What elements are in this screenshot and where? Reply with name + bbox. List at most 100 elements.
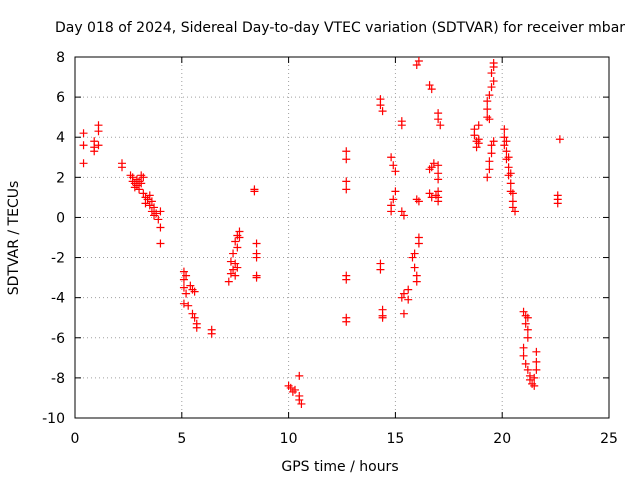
- data-point-plus: [500, 133, 509, 142]
- data-point-plus: [410, 263, 419, 272]
- data-point-plus: [184, 301, 193, 310]
- data-point-plus: [412, 277, 421, 286]
- x-tick-label: 0: [71, 431, 80, 447]
- data-point-plus: [132, 181, 141, 190]
- data-point-plus: [342, 147, 351, 156]
- y-tick-label: -2: [51, 251, 65, 267]
- x-axis-title: GPS time / hours: [281, 459, 398, 475]
- grid-lines: [75, 57, 609, 418]
- data-point-plus: [143, 195, 152, 204]
- data-point-plus: [487, 69, 496, 78]
- data-point-plus: [141, 199, 150, 208]
- data-point-plus: [489, 59, 498, 68]
- data-point-plus: [523, 313, 532, 322]
- data-point-plus: [504, 171, 513, 180]
- data-point-plus: [528, 379, 537, 388]
- data-point-plus: [342, 155, 351, 164]
- y-tick-label: -8: [51, 371, 65, 387]
- data-point-plus: [156, 223, 165, 232]
- y-tick-label: -4: [51, 291, 65, 307]
- y-tick-label: 8: [56, 50, 65, 66]
- data-point-plus: [226, 257, 235, 266]
- data-point-plus: [79, 129, 88, 138]
- data-point-plus: [150, 211, 159, 220]
- data-point-plus: [472, 143, 481, 152]
- data-point-plus: [207, 329, 216, 338]
- data-point-plus: [79, 159, 88, 168]
- data-point-plus: [474, 139, 483, 148]
- y-tick-label: -6: [51, 331, 65, 347]
- y-tick-label: 0: [56, 210, 65, 226]
- data-point-plus: [523, 333, 532, 342]
- data-point-plus: [182, 289, 191, 298]
- data-point-plus: [532, 365, 541, 374]
- data-point-plus: [235, 227, 244, 236]
- data-point-plus: [511, 207, 520, 216]
- data-point-plus: [188, 309, 197, 318]
- data-point-plus: [252, 253, 261, 262]
- data-point-plus: [231, 271, 240, 280]
- data-point-plus: [412, 61, 421, 70]
- data-point-plus: [485, 91, 494, 100]
- data-point-plus: [286, 383, 295, 392]
- data-point-plus: [425, 189, 434, 198]
- data-point-plus: [521, 359, 530, 368]
- data-point-plus: [190, 287, 199, 296]
- data-point-plus: [147, 197, 156, 206]
- data-point-plus: [233, 263, 242, 272]
- x-tick-label: 25: [600, 431, 618, 447]
- data-point-plus: [297, 399, 306, 408]
- x-tick-label: 20: [493, 431, 511, 447]
- data-point-plus: [389, 161, 398, 170]
- data-point-plus: [378, 313, 387, 322]
- data-point-plus: [434, 115, 443, 124]
- data-point-plus: [485, 115, 494, 124]
- data-point-plus: [530, 373, 539, 382]
- data-point-plus: [137, 179, 146, 188]
- data-point-plus: [342, 317, 351, 326]
- data-point-plus: [425, 165, 434, 174]
- data-point-plus: [135, 177, 144, 186]
- data-point-plus: [521, 311, 530, 320]
- data-point-plus: [474, 121, 483, 130]
- data-point-plus: [224, 277, 233, 286]
- y-tick-label: 4: [56, 130, 65, 146]
- data-point-plus: [404, 295, 413, 304]
- data-point-plus: [387, 153, 396, 162]
- data-point-plus: [470, 131, 479, 140]
- y-tick-label: 6: [56, 90, 65, 106]
- data-point-plus: [229, 265, 238, 274]
- data-point-plus: [252, 273, 261, 282]
- data-point-plus: [389, 195, 398, 204]
- data-point-plus: [342, 177, 351, 186]
- chart-title: Day 018 of 2024, Sidereal Day-to-day VTE…: [55, 20, 625, 36]
- data-point-plus: [434, 175, 443, 184]
- data-point-plus: [284, 381, 293, 390]
- data-point-plus: [192, 323, 201, 332]
- data-point-plus: [532, 357, 541, 366]
- data-point-plus: [429, 159, 438, 168]
- data-point-plus: [399, 211, 408, 220]
- data-point-plus: [525, 375, 534, 384]
- data-point-plus: [410, 249, 419, 258]
- data-point-plus: [530, 381, 539, 390]
- data-point-plus: [378, 107, 387, 116]
- data-point-plus: [288, 387, 297, 396]
- data-point-plus: [414, 197, 423, 206]
- data-point-plus: [506, 187, 515, 196]
- data-point-plus: [79, 141, 88, 150]
- axis-ticks: 0 5 10 15 20 25 -10 -8 -6 -4 -2 0 2 4 6 8: [42, 50, 618, 447]
- data-point-plus: [508, 203, 517, 212]
- data-point-plus: [431, 191, 440, 200]
- x-tick-label: 15: [386, 431, 404, 447]
- data-point-plus: [145, 201, 154, 210]
- data-point-plus: [90, 147, 99, 156]
- data-point-plus: [519, 351, 528, 360]
- data-point-plus: [508, 189, 517, 198]
- data-point-plus: [190, 313, 199, 322]
- data-point-plus: [485, 157, 494, 166]
- data-point-plus: [150, 203, 159, 212]
- data-point-plus: [233, 243, 242, 252]
- data-point-plus: [226, 269, 235, 278]
